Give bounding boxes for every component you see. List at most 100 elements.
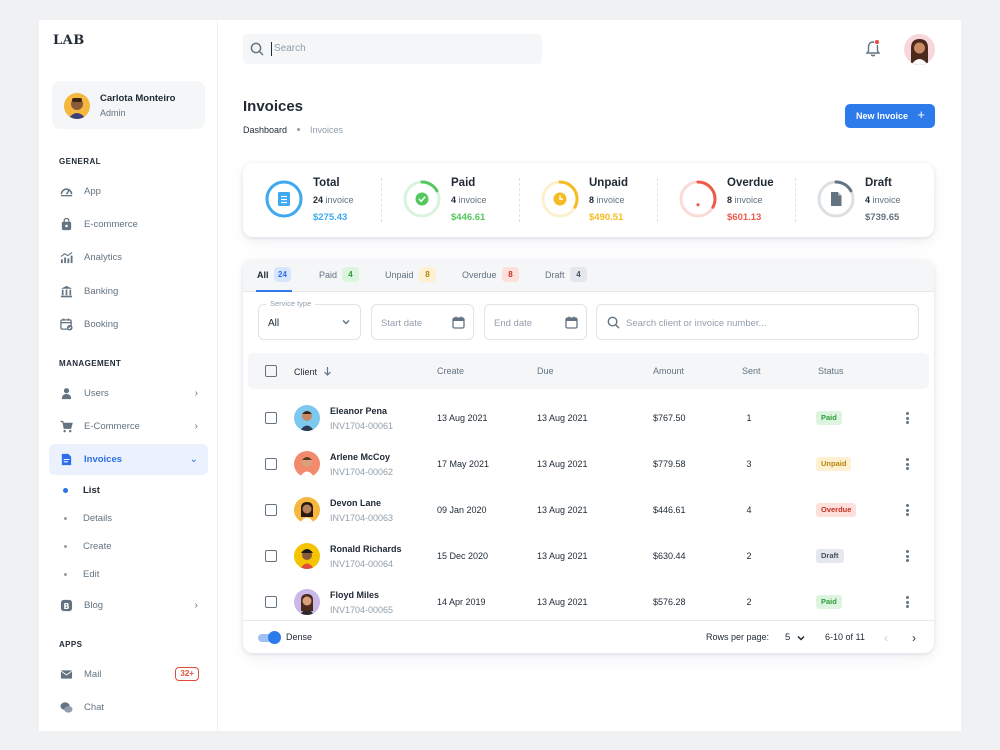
chevron-down-icon[interactable]	[796, 633, 806, 643]
calendar-icon[interactable]	[452, 316, 465, 329]
column-create[interactable]: Create	[437, 366, 465, 376]
column-status[interactable]: Status	[818, 366, 844, 376]
bullet-icon	[64, 517, 67, 520]
table-row[interactable]: Arlene McCoy INV1704-00062 17 May 2021 13 A…	[243, 441, 934, 487]
summary-unpaid: Unpaid 8 invoice $490.51	[519, 163, 657, 237]
previous-page-button[interactable]: ‹	[884, 631, 888, 645]
row-checkbox[interactable]	[265, 596, 277, 608]
summary-paid: Paid 4 invoice $446.61	[381, 163, 519, 237]
more-vertical-icon[interactable]	[903, 503, 911, 517]
column-amount[interactable]: Amount	[653, 366, 685, 376]
amount: $630.44	[653, 551, 686, 561]
tab-count-badge: 24	[274, 267, 291, 282]
tab-label: All	[257, 270, 269, 280]
dense-toggle[interactable]	[258, 631, 281, 644]
column-sent[interactable]: Sent	[742, 366, 761, 376]
more-vertical-icon[interactable]	[903, 549, 911, 563]
table-row[interactable]: Devon Lane INV1704-00063 09 Jan 2020 13 Aug…	[243, 487, 934, 533]
sidebar-item-booking[interactable]: Booking	[49, 309, 208, 340]
sidebar-item-ecommerce-management[interactable]: E-Commerce ›	[49, 411, 208, 442]
global-search-input[interactable]: Search	[243, 34, 542, 64]
column-client[interactable]: Client	[294, 366, 332, 377]
sent-count: 1	[746, 413, 752, 423]
blog-icon: B	[60, 599, 73, 612]
file-icon	[817, 180, 855, 218]
more-vertical-icon[interactable]	[903, 595, 911, 609]
due-date: 13 Aug 2021	[537, 597, 588, 607]
avatar	[294, 451, 320, 477]
tab-label: Draft	[545, 270, 565, 280]
client-name[interactable]: Ronald Richards	[330, 544, 402, 554]
sidebar-item-chat[interactable]: Chat	[49, 692, 208, 723]
sidebar-item-users[interactable]: Users ›	[49, 378, 208, 409]
sidebar-subitem-label: List	[83, 485, 100, 496]
account-avatar[interactable]	[904, 34, 935, 65]
table-row[interactable]: Eleanor Pena INV1704-00061 13 Aug 2021 13 A…	[243, 395, 934, 441]
dense-label: Dense	[286, 632, 313, 642]
logo[interactable]: LAB	[53, 33, 85, 48]
chevron-down-icon: ⌄	[189, 454, 198, 465]
status-badge: Paid	[816, 595, 842, 609]
sidebar-item-mail[interactable]: Mail 32+	[49, 659, 208, 690]
service-type-select[interactable]: Service type All	[258, 299, 361, 340]
sidebar-item-banking[interactable]: Banking	[49, 276, 208, 307]
sidebar-item-label: App	[84, 186, 101, 197]
invoice-summary: Total 24 invoice $275.43 Paid 4 invoice $446.…	[243, 163, 934, 237]
sidebar-subitem-list[interactable]: List	[63, 481, 203, 501]
rows-per-page-select[interactable]: 5	[785, 632, 791, 643]
sidebar-subitem-create[interactable]: Create	[63, 537, 203, 557]
client-name[interactable]: Devon Lane	[330, 498, 382, 508]
sidebar-item-blog[interactable]: B Blog ›	[49, 590, 208, 621]
pagination-range: 6-10 of 11	[825, 632, 865, 642]
row-checkbox[interactable]	[265, 504, 277, 516]
new-invoice-button[interactable]: New Invoice +	[845, 104, 935, 128]
start-date-field[interactable]: Start date	[371, 304, 474, 340]
table-header: Client Create Due Amount Sent Status	[248, 353, 929, 389]
tab-label: Paid	[319, 270, 338, 280]
plus-icon: +	[917, 107, 925, 122]
user-card[interactable]: Carlota Monteiro Admin	[52, 81, 205, 129]
notification-dot	[874, 39, 880, 45]
sidebar-item-invoices[interactable]: Invoices ⌄	[49, 444, 208, 475]
end-date-field[interactable]: End date	[484, 304, 587, 340]
invoice-number: INV1704-00065	[330, 605, 394, 615]
client-name[interactable]: Eleanor Pena	[330, 406, 388, 416]
select-all-checkbox[interactable]	[265, 365, 277, 377]
sidebar-subitem-label: Edit	[83, 569, 100, 580]
tab-count-badge: 8	[419, 267, 436, 282]
client-name[interactable]: Arlene McCoy	[330, 452, 391, 462]
chevron-right-icon: ›	[194, 388, 198, 399]
breadcrumb-separator	[297, 128, 301, 131]
summary-count: 4 invoice	[451, 195, 487, 205]
sidebar-subitem-edit[interactable]: Edit	[63, 565, 203, 585]
invoice-search-input[interactable]: Search client or invoice number...	[596, 304, 919, 340]
chevron-right-icon: ›	[194, 421, 198, 432]
more-vertical-icon[interactable]	[903, 411, 911, 425]
sidebar-item-ecommerce[interactable]: E-commerce	[49, 209, 208, 240]
column-due[interactable]: Due	[537, 366, 554, 376]
row-checkbox[interactable]	[265, 550, 277, 562]
sidebar: LAB Carlota Monteiro Admin GENERAL App E…	[39, 20, 218, 731]
sidebar-item-analytics[interactable]: Analytics	[49, 242, 208, 273]
sidebar-item-label: E-Commerce	[84, 421, 140, 432]
summary-amount: $275.43	[313, 212, 348, 223]
create-date: 17 May 2021	[437, 459, 490, 469]
summary-divider	[657, 178, 658, 222]
next-page-button[interactable]: ›	[912, 631, 916, 645]
table-row[interactable]: Floyd Miles INV1704-00065 14 Apr 2019 13 Au…	[243, 579, 934, 625]
service-type-label: Service type	[266, 299, 316, 308]
search-placeholder: Search	[274, 43, 306, 54]
mail-icon	[60, 670, 73, 679]
user-name: Carlota Monteiro	[100, 93, 176, 104]
avatar	[294, 405, 320, 431]
more-vertical-icon[interactable]	[903, 457, 911, 471]
amount: $576.28	[653, 597, 686, 607]
breadcrumb-dashboard[interactable]: Dashboard	[243, 125, 288, 135]
table-row[interactable]: Ronald Richards INV1704-00064 15 Dec 2020 1…	[243, 533, 934, 579]
client-name[interactable]: Floyd Miles	[330, 590, 380, 600]
sidebar-subitem-details[interactable]: Details	[63, 509, 203, 529]
row-checkbox[interactable]	[265, 412, 277, 424]
sidebar-item-app[interactable]: App	[49, 176, 208, 207]
row-checkbox[interactable]	[265, 458, 277, 470]
calendar-icon[interactable]	[565, 316, 578, 329]
